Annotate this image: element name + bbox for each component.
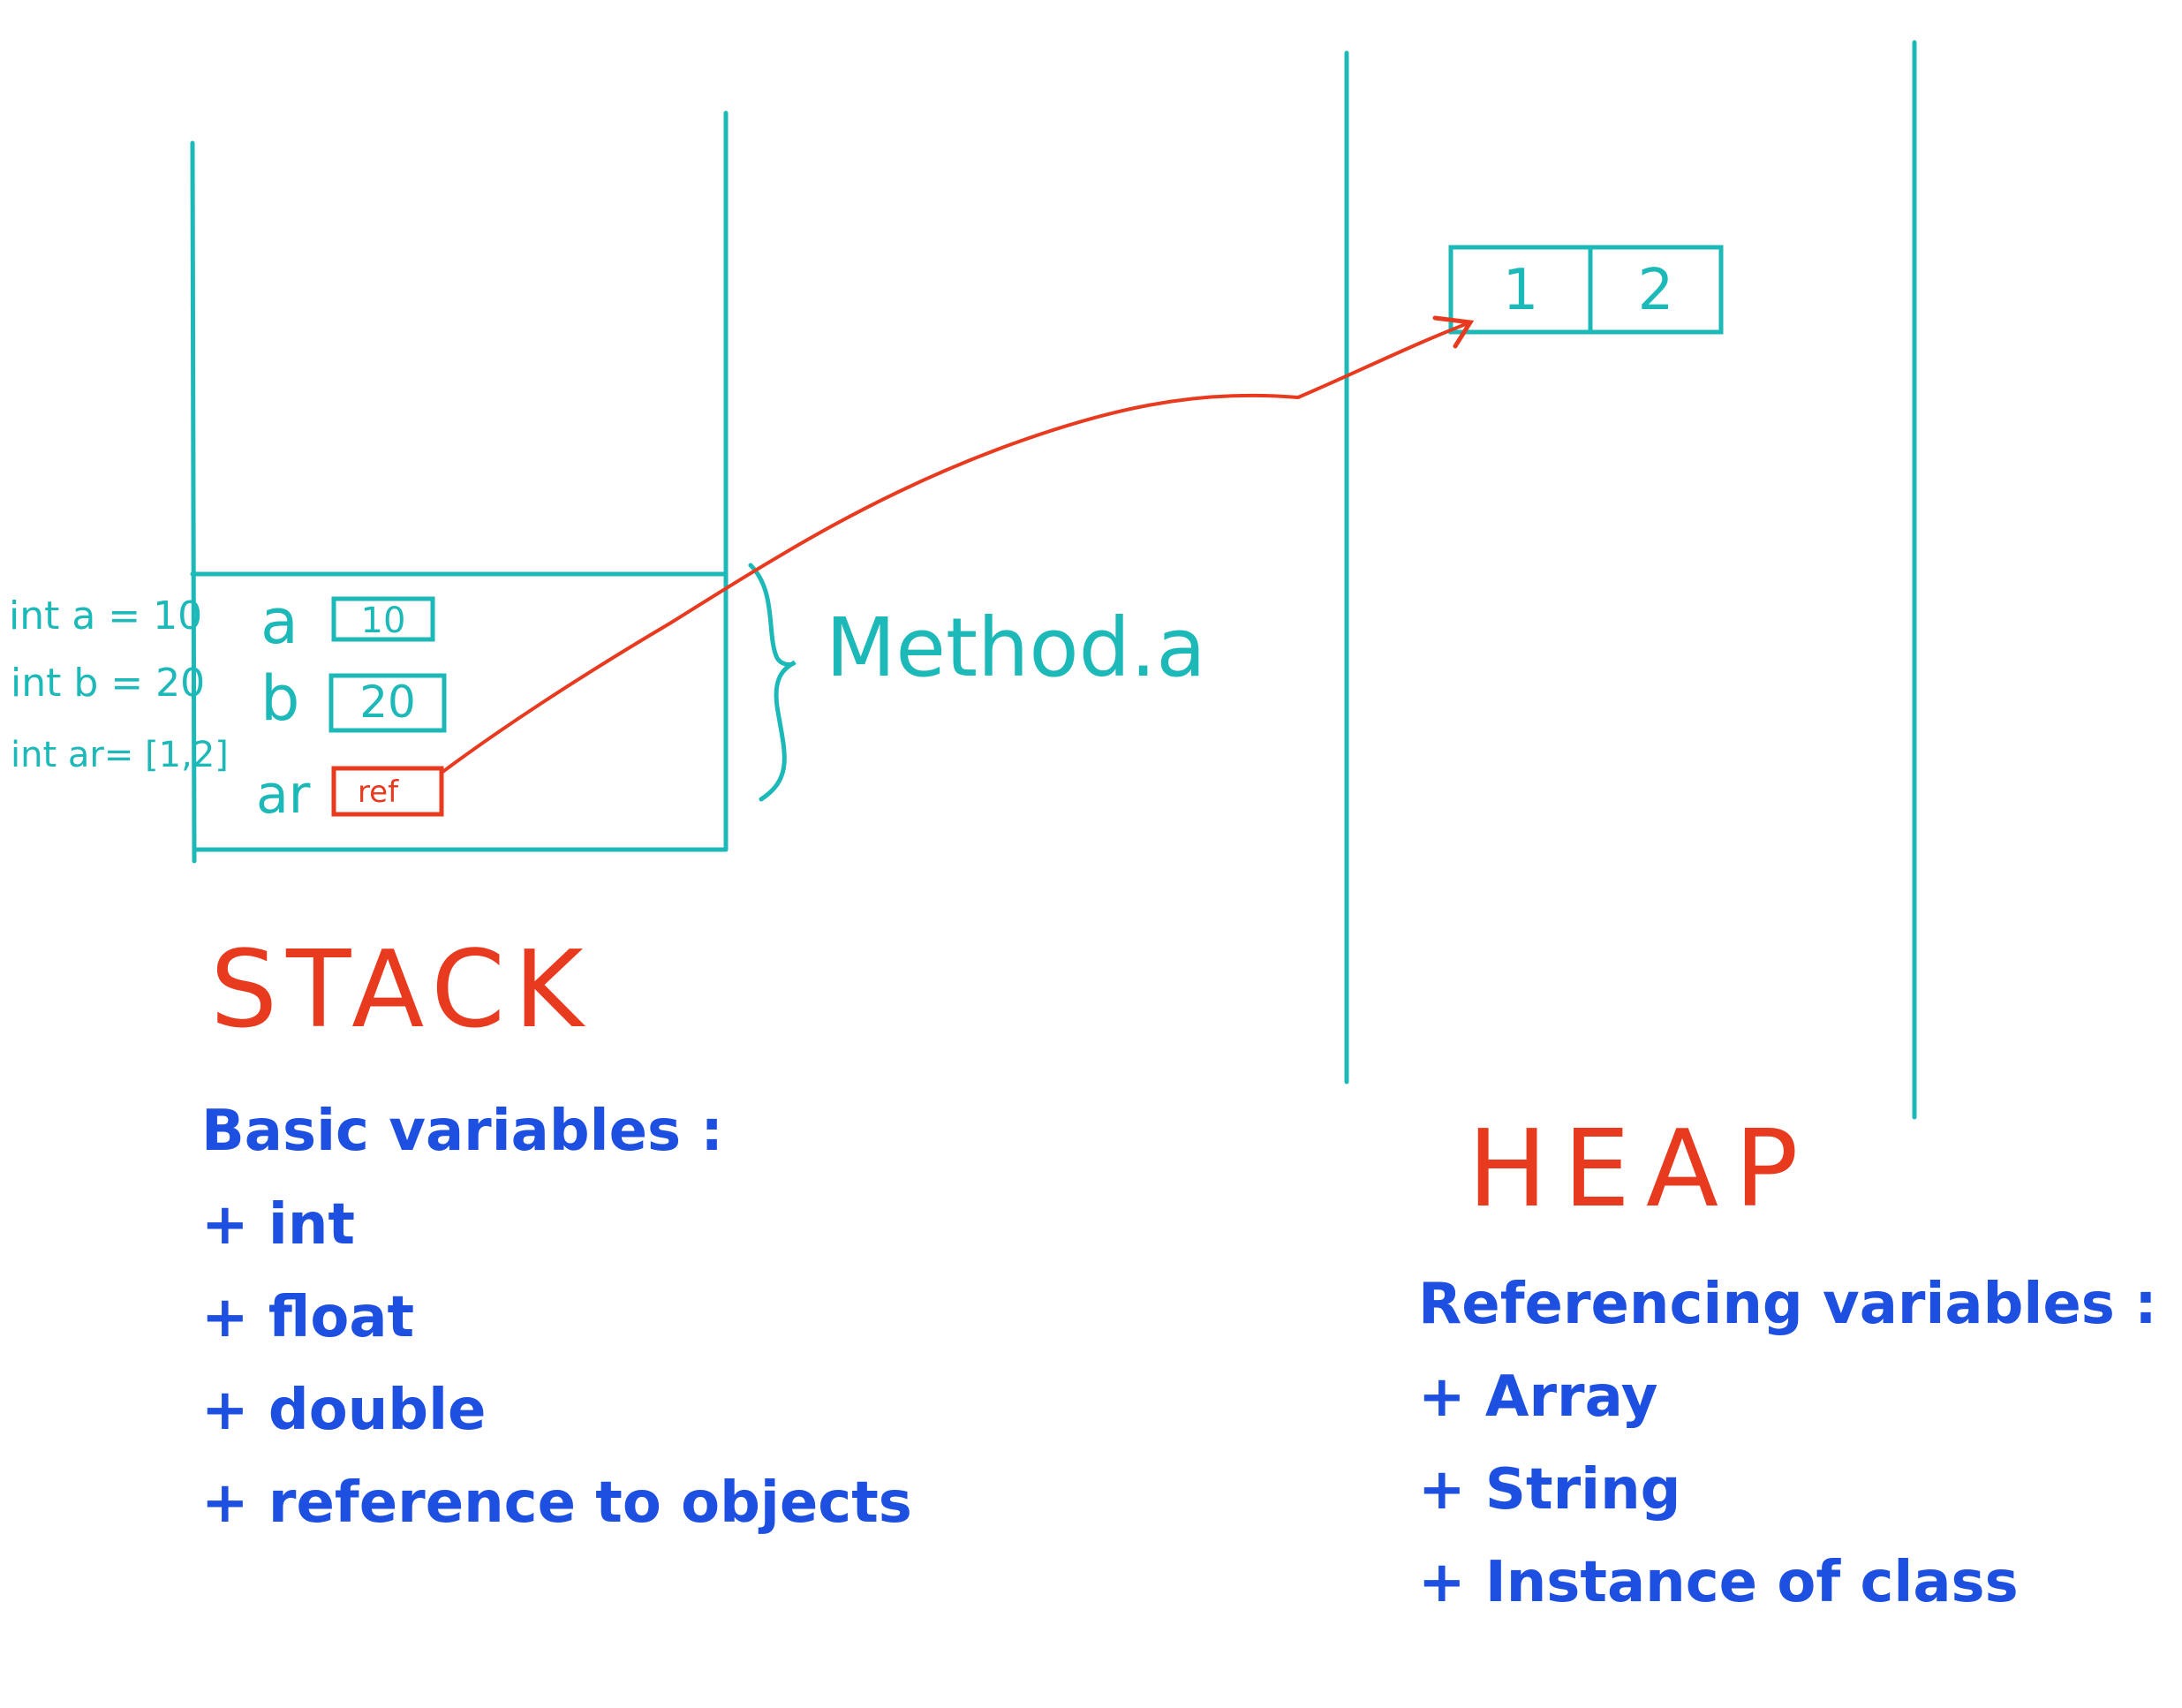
stack-container (190, 110, 729, 864)
heap-container (1344, 40, 1917, 1120)
var-name-b: b (260, 662, 299, 735)
heap-list-item: + Array (1418, 1364, 1658, 1430)
array-cell-1 (1588, 245, 1724, 335)
var-box-b (328, 673, 447, 733)
stack-list-item: + int (201, 1192, 355, 1258)
arrow-head (1432, 315, 1475, 349)
array-value-0: 1 (1503, 258, 1539, 323)
var-box-a (331, 596, 435, 642)
stack-title: STACK (210, 929, 593, 1052)
stack-list-heading: Basic variables : (201, 1099, 723, 1164)
frame-brace (748, 563, 797, 802)
frame-label: Method.a (826, 601, 1206, 695)
var-name-ar: ar (256, 764, 311, 826)
note-int-a: int a = 10 (9, 593, 202, 639)
arrow-line (440, 321, 1472, 775)
stack-left-wall (190, 140, 197, 864)
var-value-ar: ref (358, 775, 399, 810)
stack-list-item: + reference to objects (201, 1470, 912, 1536)
side-notes: int a = 10 int b = 20 int ar= [1,2] (9, 593, 229, 775)
reference-arrow (440, 315, 1475, 775)
heap-list-item: + Instance of class (1418, 1550, 2019, 1615)
stack-list-item: + double (201, 1378, 486, 1443)
stack-frame: a 10 b 20 ar ref (256, 586, 447, 826)
heap-array: 1 2 (1448, 245, 1724, 335)
note-int-ar: int ar= [1,2] (11, 735, 229, 775)
var-value-b: 20 (359, 676, 416, 728)
heap-list-heading: Referencing variables : (1418, 1272, 2157, 1337)
stack-list: Basic variables : + int + float + double… (201, 1099, 912, 1536)
heap-list: Referencing variables : + Array + String… (1418, 1272, 2157, 1615)
heap-list-item: + String (1418, 1457, 1680, 1523)
stack-list-item: + float (201, 1285, 414, 1350)
array-value-1: 2 (1638, 258, 1674, 323)
heap-title: HEAP (1468, 1108, 1815, 1231)
var-value-a: 10 (361, 601, 406, 641)
var-name-a: a (260, 586, 298, 658)
var-box-ar (331, 766, 444, 817)
note-int-b: int b = 20 (11, 661, 205, 706)
